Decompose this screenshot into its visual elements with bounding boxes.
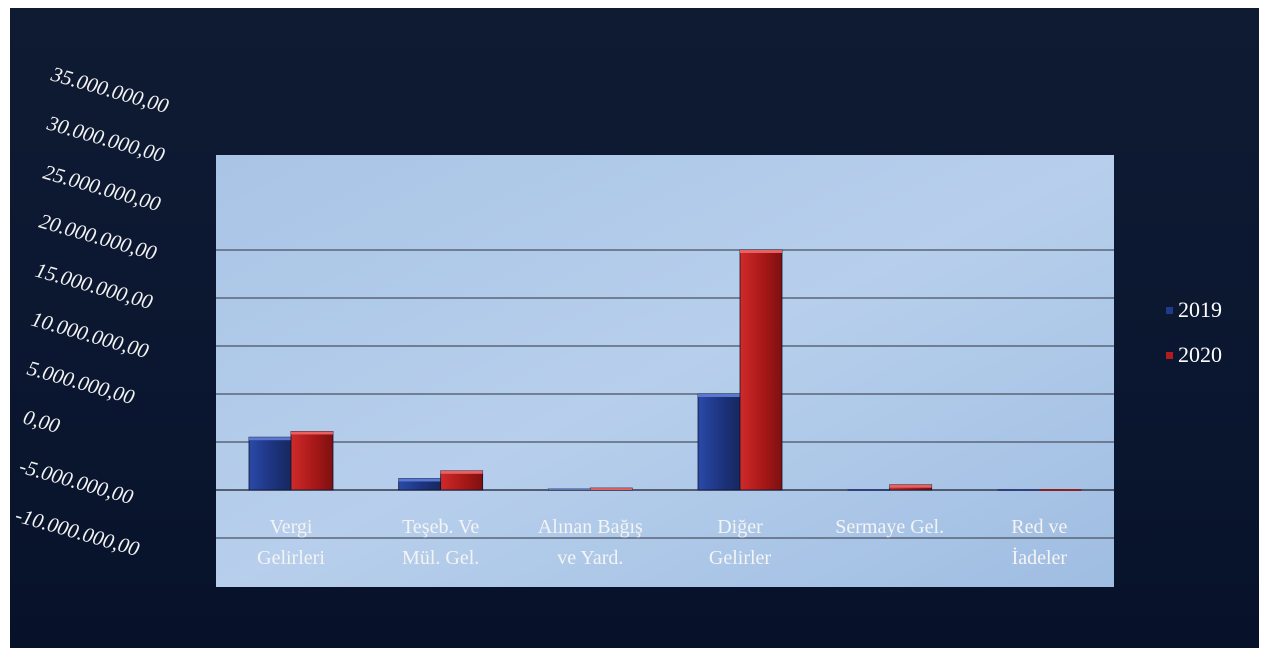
y-tick-label: 0,00 bbox=[21, 405, 63, 438]
bar-2019 bbox=[997, 489, 1040, 491]
bar-2019 bbox=[248, 436, 292, 491]
legend-marker-2020 bbox=[1166, 352, 1173, 359]
y-tick-label: 10.000.000,00 bbox=[29, 307, 152, 363]
bar-top-2020 bbox=[440, 470, 483, 474]
category-label: Vergi bbox=[270, 516, 313, 538]
bar-top-2020 bbox=[889, 484, 932, 488]
bar-2020 bbox=[1039, 489, 1082, 491]
x-axis-categories: Vergi Gelirleri Teşeb. Ve Mül. Gel. Alınan B… bbox=[257, 516, 1067, 569]
y-tick-label: 35.000.000,00 bbox=[48, 61, 172, 118]
legend-label-2019: 2019 bbox=[1178, 297, 1222, 322]
category-label: Sermaye Gel. bbox=[835, 516, 944, 538]
y-tick-label: 20.000.000,00 bbox=[37, 209, 160, 265]
bars bbox=[248, 249, 1082, 491]
y-tick-label: -10.000.000,00 bbox=[13, 503, 143, 561]
y-tick-label: 5.000.000,00 bbox=[25, 356, 138, 410]
y-tick-label: 15.000.000,00 bbox=[33, 258, 156, 314]
y-tick-label: -5.000.000,00 bbox=[17, 454, 137, 510]
legend-label-2020: 2020 bbox=[1178, 342, 1222, 367]
legend-marker-2019 bbox=[1166, 307, 1173, 314]
bar-2020 bbox=[290, 431, 334, 491]
category-label: Red ve bbox=[1011, 516, 1067, 538]
bar-2020 bbox=[739, 249, 783, 491]
plot-area bbox=[216, 155, 1114, 587]
category-label: Gelirler bbox=[709, 547, 772, 569]
bar-2019 bbox=[697, 393, 741, 491]
category-label: Mül. Gel. bbox=[402, 547, 479, 569]
y-tick-label: 25.000.000,00 bbox=[41, 160, 164, 216]
bar-top-2019 bbox=[398, 478, 441, 482]
bar-top-2019 bbox=[698, 394, 740, 397]
category-label: ve Yard. bbox=[557, 547, 623, 569]
gridlines bbox=[216, 249, 1114, 539]
bar-2019 bbox=[847, 489, 890, 491]
category-label: Alınan Bağış bbox=[538, 516, 643, 538]
category-label: Gelirleri bbox=[257, 547, 325, 569]
legend: 2019 2020 bbox=[1166, 297, 1222, 367]
bar-top-2020 bbox=[291, 431, 333, 435]
y-axis-ticks: 35.000.000,0030.000.000,0025.000.000,002… bbox=[13, 61, 172, 561]
y-tick-label: 30.000.000,00 bbox=[44, 110, 168, 167]
category-label: İadeler bbox=[1012, 546, 1068, 569]
bar-top-2019 bbox=[249, 437, 291, 441]
bar-top-2019 bbox=[548, 489, 591, 490]
bar-top-2020 bbox=[590, 488, 633, 490]
category-label: Diğer bbox=[717, 516, 763, 538]
category-label: Teşeb. Ve bbox=[402, 516, 479, 538]
bar-top-2020 bbox=[740, 250, 782, 253]
